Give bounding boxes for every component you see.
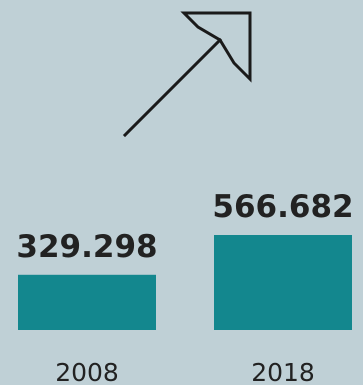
bar-2018 — [214, 235, 352, 330]
category-label-2008: 2008 — [55, 358, 119, 385]
category-label-2018: 2018 — [251, 358, 315, 385]
value-label-2008: 329.298 — [16, 229, 157, 265]
value-label-2018: 566.682 — [212, 189, 353, 225]
arrow-up-right-icon — [122, 11, 252, 138]
bar-2008 — [18, 274, 156, 330]
